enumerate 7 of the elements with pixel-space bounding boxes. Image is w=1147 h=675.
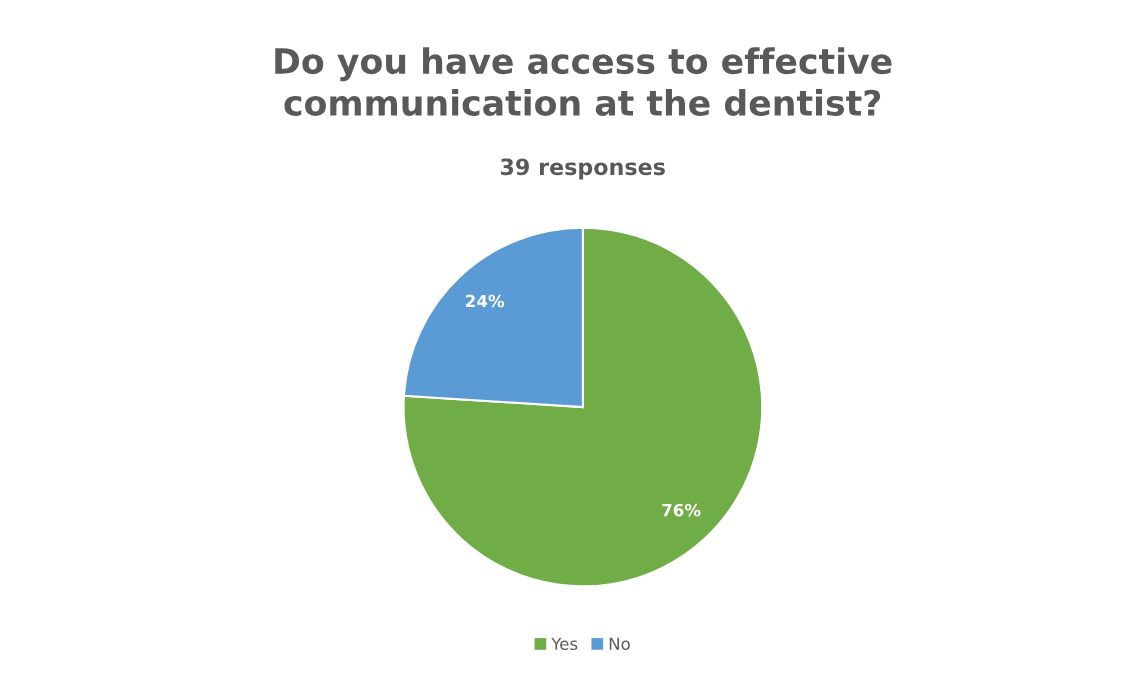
legend-label: Yes <box>551 637 578 651</box>
data-label: 24% <box>466 294 505 308</box>
data-label: 76% <box>662 503 701 517</box>
chart-title: Do you have access to effective communication at the dentist? <box>275 47 892 116</box>
chart-subtitle: 39 responses <box>500 158 665 180</box>
pie-slice <box>402 226 764 588</box>
legend-label: No <box>609 637 630 651</box>
